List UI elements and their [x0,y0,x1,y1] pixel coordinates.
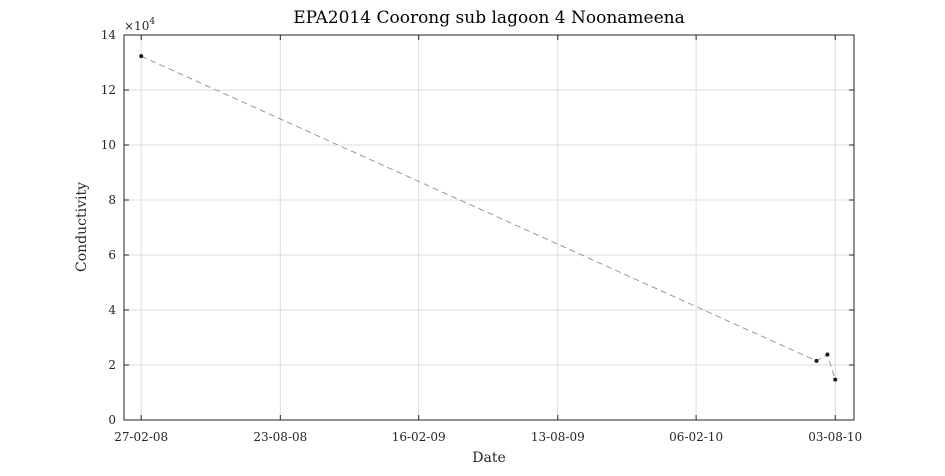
y-axis-label: Conductivity [74,182,90,272]
x-tick-label: 23-08-08 [253,430,307,444]
x-tick-label: 16-02-09 [392,430,446,444]
x-tick-label: 27-02-08 [114,430,168,444]
y-tick-label: 6 [108,248,116,262]
x-tick-label: 13-08-09 [531,430,585,444]
x-tick-label: 03-08-10 [808,430,862,444]
x-tick-label: 06-02-10 [669,430,723,444]
data-point [825,352,830,357]
data-point [139,54,144,59]
y-axis-exponent: ×104 [124,17,155,33]
x-axis-label: Date [472,450,505,466]
tick-labels: 27-02-08 23-08-08 16-02-09 13-08-09 06-02-10… [101,28,862,444]
data-point [814,358,819,363]
y-tick-label: 8 [108,193,116,207]
y-tick-label: 4 [108,303,116,317]
tick-marks [124,34,854,421]
y-axis-exponent-power: 4 [149,17,155,27]
series-layer [139,54,838,382]
y-axis-exponent-base: ×10 [124,19,149,33]
y-tick-label: 0 [108,413,116,427]
y-tick-label: 10 [101,138,116,152]
chart-title: EPA2014 Coorong sub lagoon 4 Noonameena [293,8,685,28]
axes-box [123,34,855,421]
y-tick-label: 14 [101,28,117,42]
y-tick-label: 12 [101,83,116,97]
series-line [140,55,836,380]
plot-area [124,35,854,420]
data-point [833,377,838,382]
y-tick-label: 2 [108,358,116,372]
